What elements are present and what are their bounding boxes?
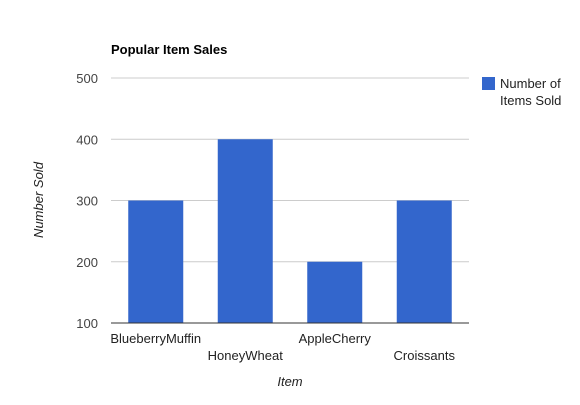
bar xyxy=(217,139,273,323)
y-tick-label: 300 xyxy=(76,194,98,209)
y-tick-label: 200 xyxy=(76,255,98,270)
x-axis-labels: BlueberryMuffin HoneyWheat AppleCherry Croi… xyxy=(110,331,455,363)
y-tick-label: 500 xyxy=(76,71,98,86)
legend-swatch xyxy=(482,77,495,90)
x-axis-title: Item xyxy=(277,374,302,389)
chart-title: Popular Item Sales xyxy=(111,42,227,57)
x-tick-label: Croissants xyxy=(394,348,456,363)
x-tick-label: AppleCherry xyxy=(299,331,372,346)
y-axis-ticks: 100 200 300 400 500 xyxy=(76,71,98,331)
x-tick-label: BlueberryMuffin xyxy=(110,331,201,346)
legend-label: Number of Items Sold xyxy=(500,76,561,108)
bar xyxy=(396,200,452,323)
y-tick-label: 100 xyxy=(76,316,98,331)
bars xyxy=(128,139,452,323)
legend: Number of Items Sold xyxy=(482,76,561,108)
bar xyxy=(307,261,363,323)
y-axis-title: Number Sold xyxy=(31,161,46,238)
x-tick-label: HoneyWheat xyxy=(208,348,284,363)
bar xyxy=(128,200,184,323)
y-tick-label: 400 xyxy=(76,132,98,147)
